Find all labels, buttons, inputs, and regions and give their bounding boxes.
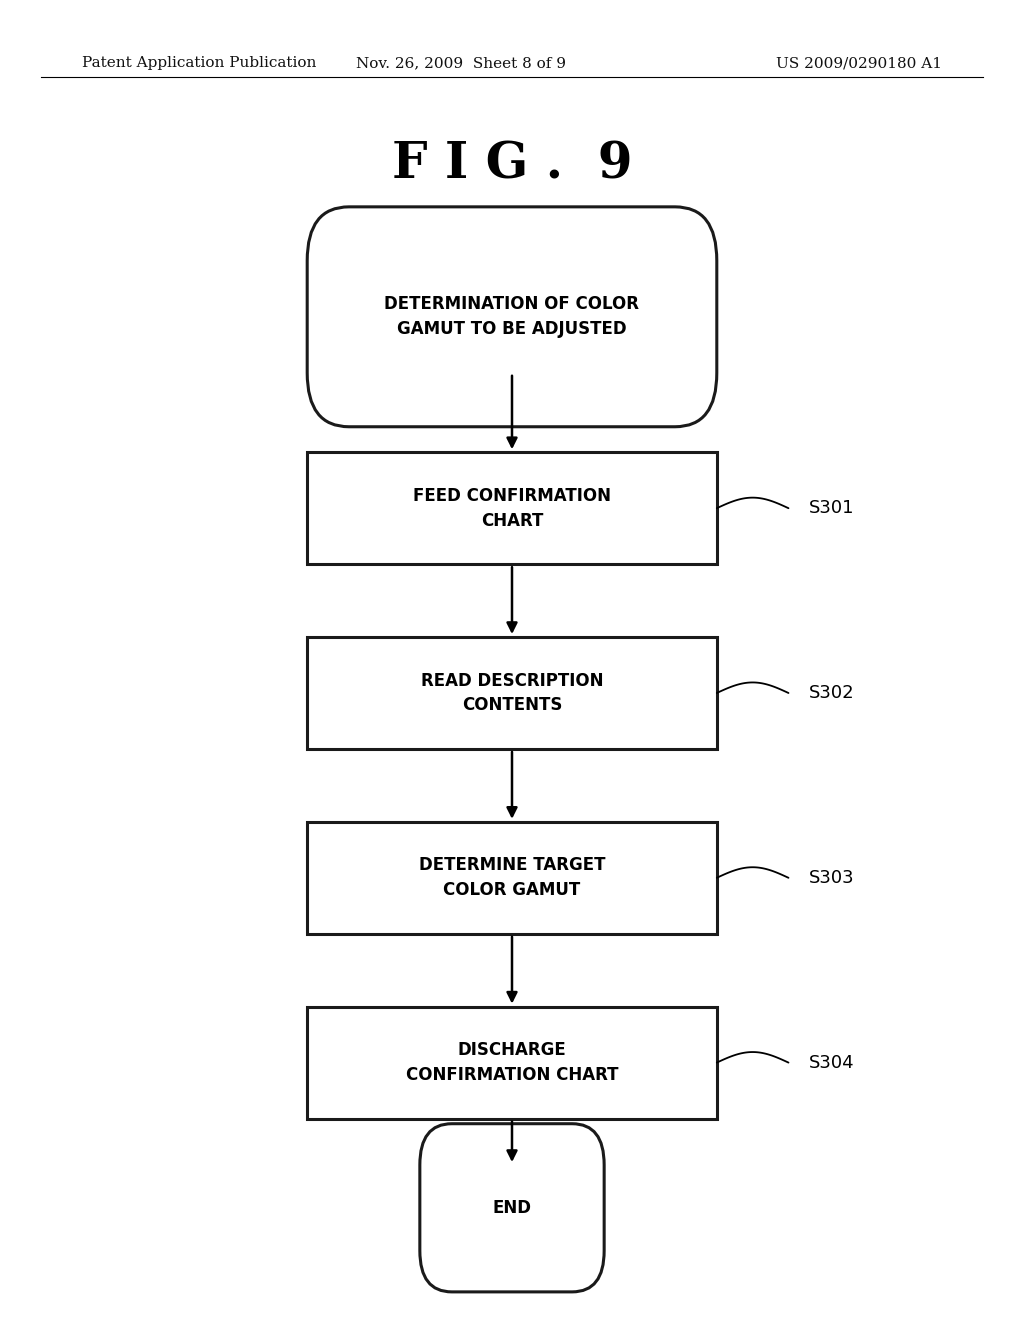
Bar: [307, 821, 717, 935]
Text: Nov. 26, 2009  Sheet 8 of 9: Nov. 26, 2009 Sheet 8 of 9: [355, 57, 566, 70]
Text: S303: S303: [809, 869, 855, 887]
FancyBboxPatch shape: [307, 207, 717, 426]
Text: DISCHARGE
CONFIRMATION CHART: DISCHARGE CONFIRMATION CHART: [406, 1041, 618, 1084]
FancyBboxPatch shape: [420, 1123, 604, 1292]
Text: DETERMINE TARGET
COLOR GAMUT: DETERMINE TARGET COLOR GAMUT: [419, 857, 605, 899]
Text: READ DESCRIPTION
CONTENTS: READ DESCRIPTION CONTENTS: [421, 672, 603, 714]
Text: DETERMINATION OF COLOR
GAMUT TO BE ADJUSTED: DETERMINATION OF COLOR GAMUT TO BE ADJUS…: [384, 296, 640, 338]
Text: US 2009/0290180 A1: US 2009/0290180 A1: [776, 57, 942, 70]
Text: S304: S304: [809, 1053, 855, 1072]
Text: F I G .  9: F I G . 9: [392, 140, 632, 190]
Text: END: END: [493, 1199, 531, 1217]
Bar: [307, 451, 717, 565]
Text: S301: S301: [809, 499, 854, 517]
Bar: [307, 1006, 717, 1119]
Text: S302: S302: [809, 684, 855, 702]
Text: FEED CONFIRMATION
CHART: FEED CONFIRMATION CHART: [413, 487, 611, 529]
Text: Patent Application Publication: Patent Application Publication: [82, 57, 316, 70]
Bar: [307, 638, 717, 750]
